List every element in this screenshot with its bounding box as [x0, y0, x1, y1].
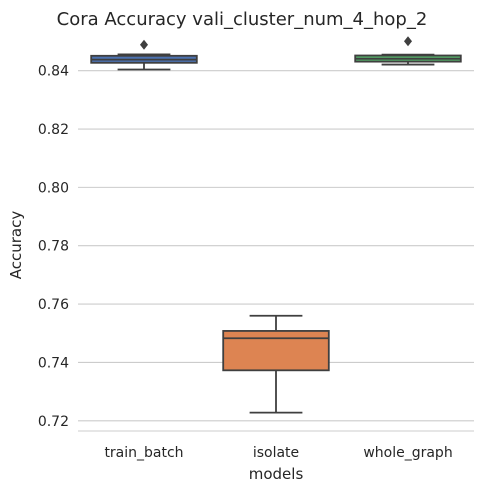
x-tick-label: isolate: [253, 445, 299, 461]
box-whole_graph: [354, 36, 462, 66]
y-axis-ticks: 0.72 0.74 0.76 0.78 0.80 0.82 0.84: [38, 64, 69, 430]
outlier-point: [404, 36, 412, 47]
box-train_batch: [90, 39, 198, 71]
y-axis-label: Accuracy: [7, 211, 25, 280]
grid-layer: [78, 70, 474, 422]
x-axis-ticks: train_batch isolate whole_graph: [104, 445, 452, 461]
y-tick-label: 0.84: [38, 64, 69, 80]
boxes-layer: [90, 36, 462, 414]
box-iqr: [222, 330, 330, 372]
y-tick-label: 0.82: [38, 122, 69, 138]
y-tick-label: 0.74: [38, 355, 69, 371]
chart-title: Cora Accuracy vali_cluster_num_4_hop_2: [57, 9, 428, 30]
y-tick-label: 0.72: [38, 414, 69, 430]
y-tick-label: 0.78: [38, 239, 69, 255]
x-tick-label: train_batch: [104, 445, 183, 461]
x-axis-label: models: [249, 465, 304, 483]
outlier-point: [140, 39, 148, 50]
y-tick-label: 0.76: [38, 297, 69, 313]
x-tick-label: whole_graph: [363, 445, 452, 461]
box-isolate: [222, 314, 330, 414]
y-tick-label: 0.80: [38, 180, 69, 196]
